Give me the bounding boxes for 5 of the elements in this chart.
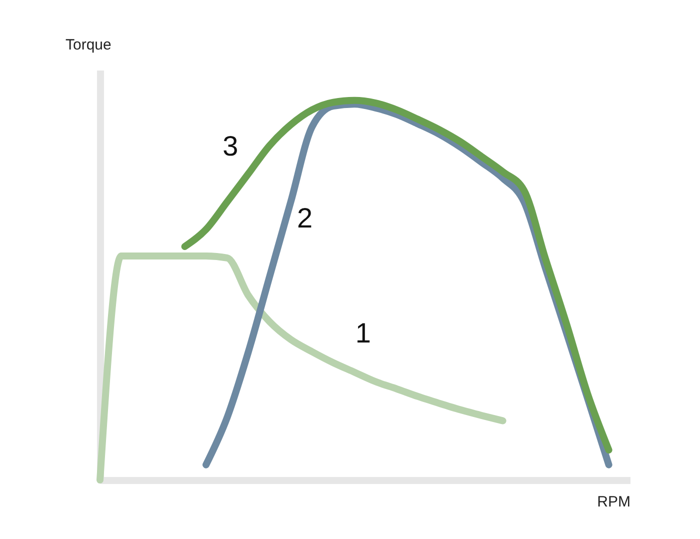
series-label: 3 xyxy=(222,130,238,162)
x-axis-title: RPM xyxy=(597,494,630,510)
y-axis-title: Torque xyxy=(66,36,112,54)
series-label: 2 xyxy=(297,202,313,234)
series-label: 1 xyxy=(355,318,371,349)
